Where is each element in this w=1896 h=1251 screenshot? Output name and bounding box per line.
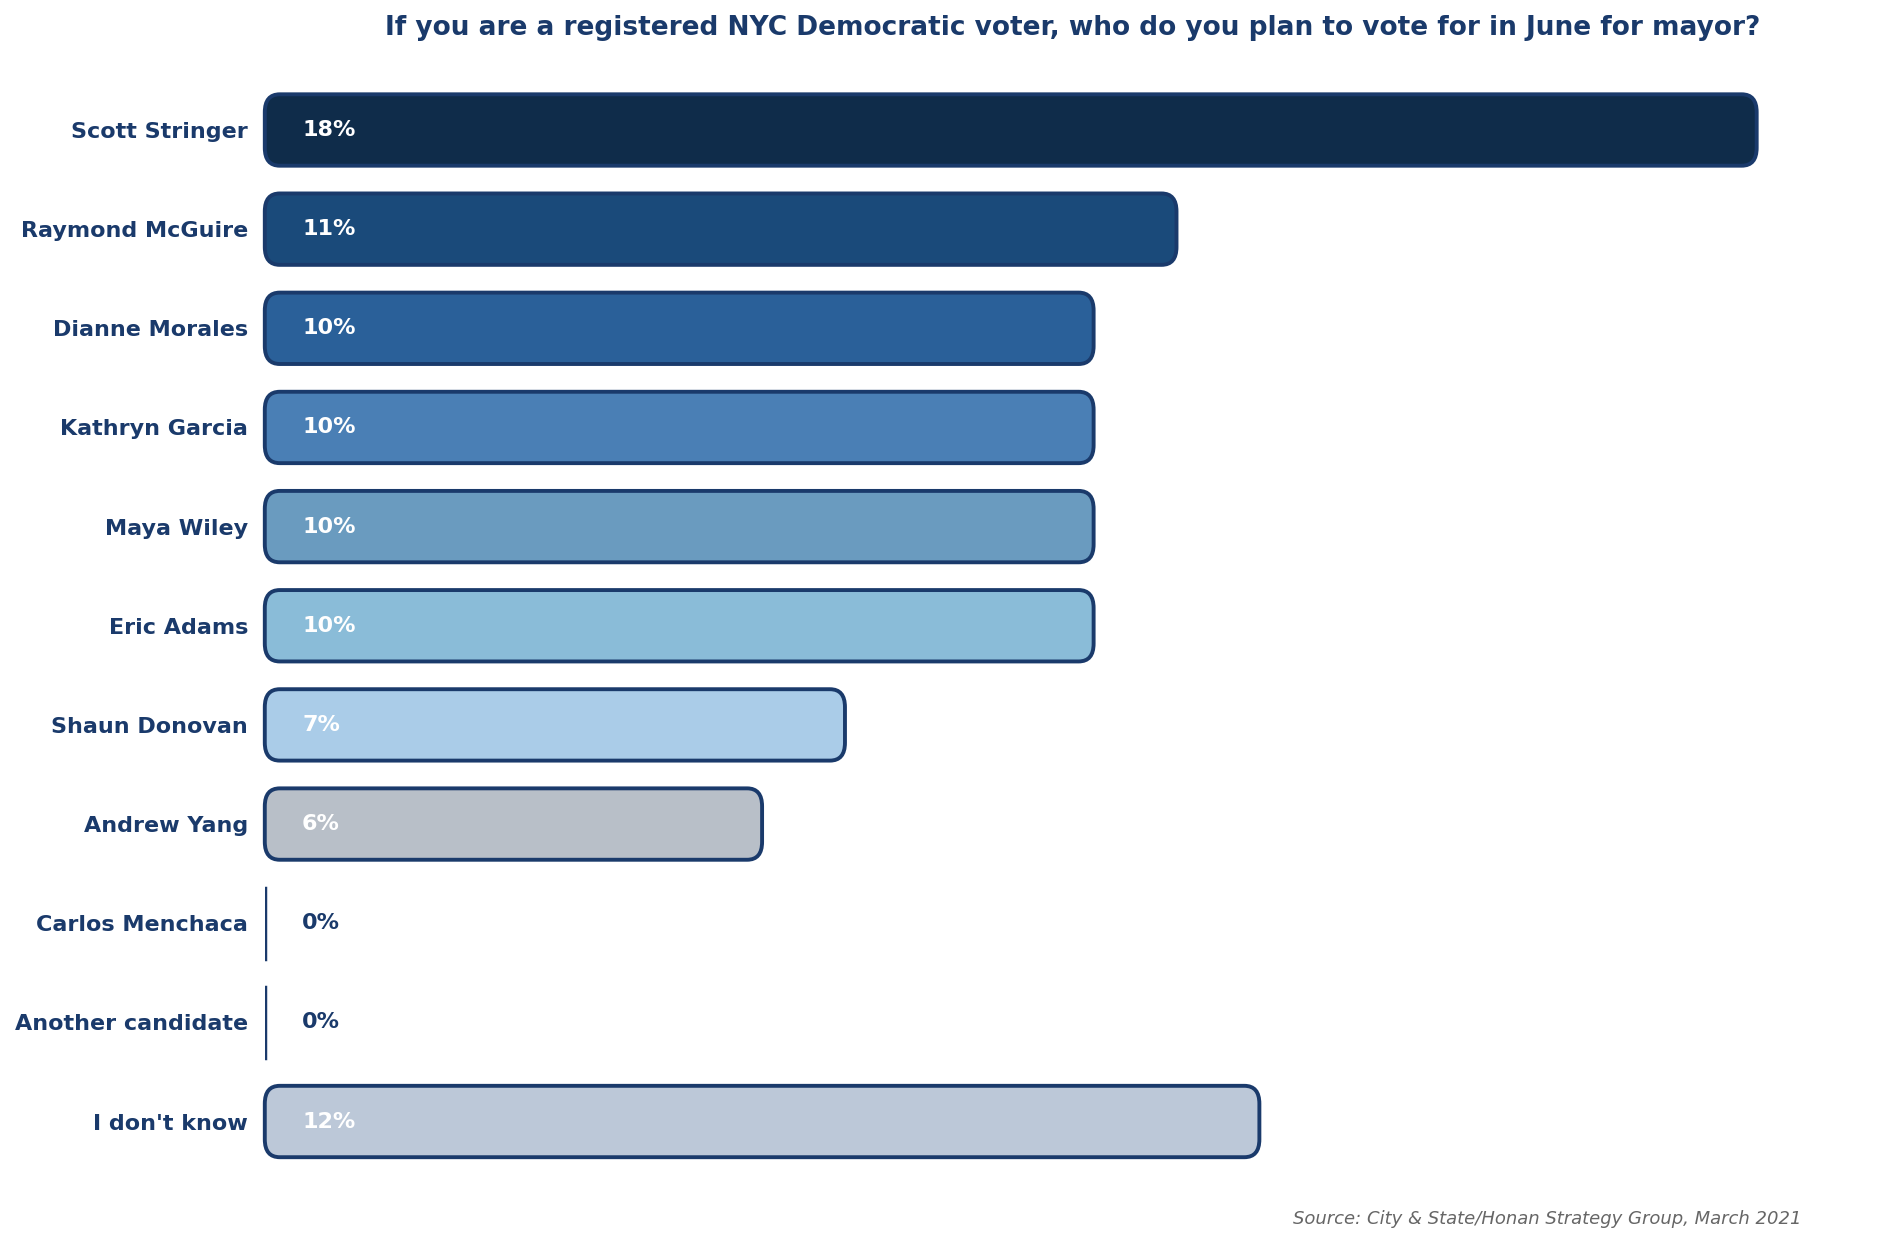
Text: 18%: 18% <box>301 120 355 140</box>
Text: 11%: 11% <box>301 219 355 239</box>
Text: 0%: 0% <box>301 1012 339 1032</box>
Title: If you are a registered NYC Democratic voter, who do you plan to vote for in Jun: If you are a registered NYC Democratic v… <box>385 15 1761 41</box>
Text: 10%: 10% <box>301 615 356 636</box>
FancyBboxPatch shape <box>265 194 1177 265</box>
FancyBboxPatch shape <box>265 392 1094 463</box>
FancyBboxPatch shape <box>265 590 1094 662</box>
Text: 7%: 7% <box>301 714 339 734</box>
Text: 12%: 12% <box>301 1111 355 1131</box>
FancyBboxPatch shape <box>265 788 762 859</box>
FancyBboxPatch shape <box>265 490 1094 562</box>
FancyBboxPatch shape <box>265 94 1758 165</box>
FancyBboxPatch shape <box>265 689 846 761</box>
FancyBboxPatch shape <box>265 293 1094 364</box>
Text: 0%: 0% <box>301 913 339 933</box>
Text: 10%: 10% <box>301 418 356 438</box>
Text: Source: City & State/Honan Strategy Group, March 2021: Source: City & State/Honan Strategy Grou… <box>1293 1211 1801 1228</box>
Text: 10%: 10% <box>301 517 356 537</box>
Text: 10%: 10% <box>301 318 356 338</box>
FancyBboxPatch shape <box>265 1086 1259 1157</box>
Text: 6%: 6% <box>301 814 339 834</box>
